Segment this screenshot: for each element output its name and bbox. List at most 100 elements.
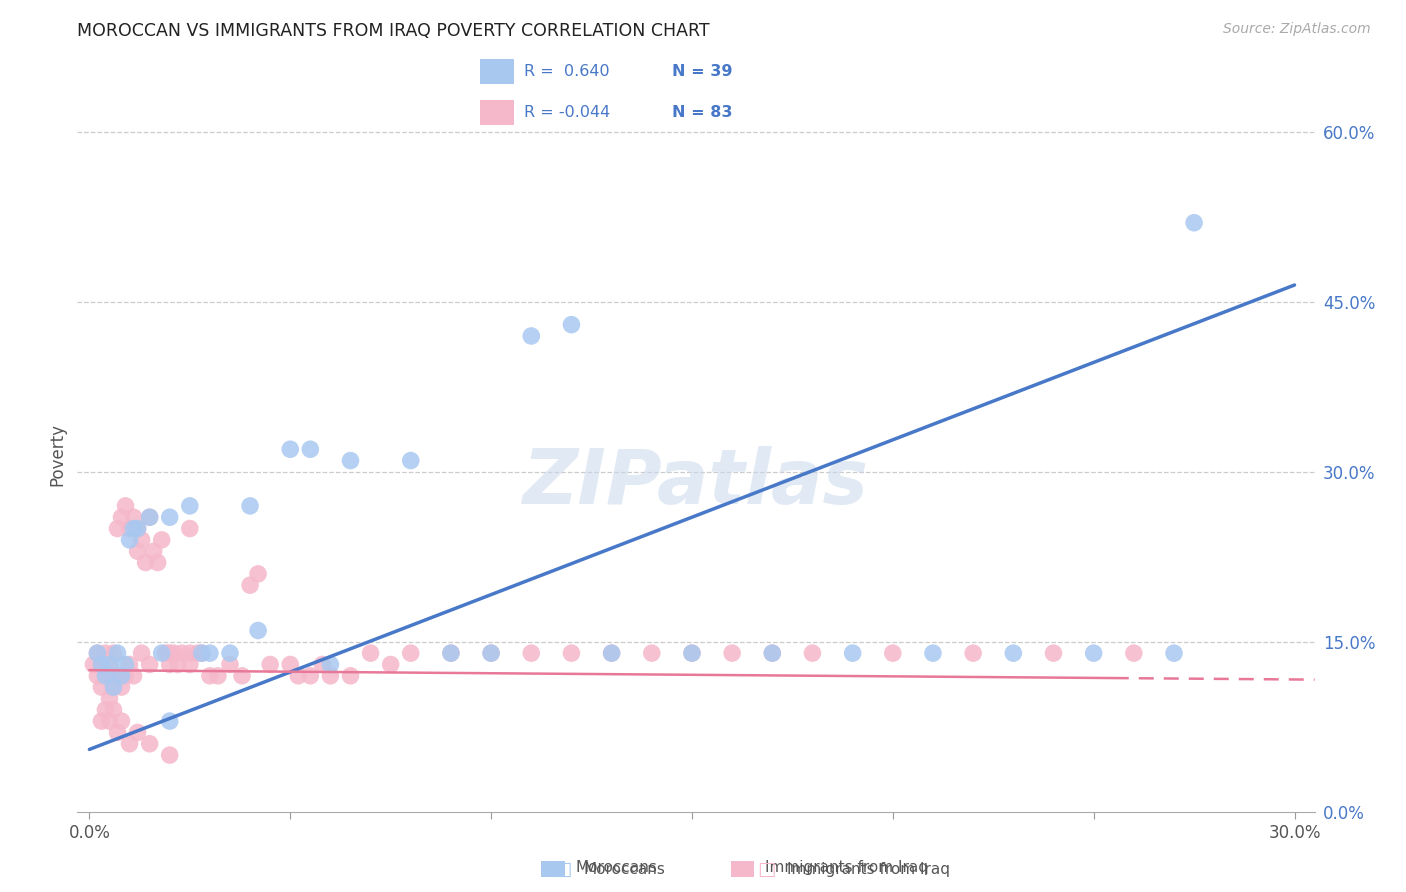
- Point: [122, 522, 145, 536]
- Point: [127, 544, 149, 558]
- Point: [247, 566, 270, 581]
- Point: [1182, 216, 1205, 230]
- Text: N = 39: N = 39: [672, 64, 733, 79]
- Point: [110, 510, 132, 524]
- Point: [131, 533, 153, 547]
- Point: [278, 442, 301, 457]
- Text: Immigrants from Iraq: Immigrants from Iraq: [765, 861, 928, 875]
- Point: [882, 646, 904, 660]
- Point: [761, 646, 783, 660]
- Point: [231, 669, 253, 683]
- Point: [259, 657, 281, 672]
- Point: [191, 646, 214, 660]
- Text: N = 83: N = 83: [672, 105, 733, 120]
- Point: [90, 680, 112, 694]
- Bar: [731, 862, 755, 878]
- Point: [287, 669, 309, 683]
- Point: [127, 522, 149, 536]
- Point: [94, 669, 117, 683]
- Point: [159, 657, 181, 672]
- Point: [138, 657, 160, 672]
- Point: [179, 646, 201, 660]
- Point: [520, 329, 543, 343]
- Point: [118, 737, 141, 751]
- Point: [90, 657, 112, 672]
- Point: [360, 646, 382, 660]
- Bar: [541, 862, 565, 878]
- Point: [399, 453, 422, 467]
- Point: [103, 703, 125, 717]
- Point: [1042, 646, 1064, 660]
- Point: [681, 646, 703, 660]
- Point: [962, 646, 984, 660]
- Point: [122, 510, 145, 524]
- Point: [86, 646, 108, 660]
- Point: [150, 646, 173, 660]
- Point: [219, 657, 242, 672]
- Point: [380, 657, 402, 672]
- Point: [127, 522, 149, 536]
- Point: [479, 646, 502, 660]
- Point: [138, 510, 160, 524]
- Point: [127, 725, 149, 739]
- Point: [299, 442, 322, 457]
- Point: [146, 556, 169, 570]
- Point: [94, 669, 117, 683]
- Text: R = -0.044: R = -0.044: [523, 105, 610, 120]
- Point: [107, 522, 129, 536]
- Point: [170, 646, 193, 660]
- Text: R =  0.640: R = 0.640: [523, 64, 609, 79]
- Point: [90, 657, 112, 672]
- Point: [122, 669, 145, 683]
- Point: [98, 669, 121, 683]
- Point: [339, 669, 361, 683]
- Point: [1002, 646, 1025, 660]
- Point: [600, 646, 623, 660]
- Point: [187, 646, 209, 660]
- Point: [219, 646, 242, 660]
- Point: [681, 646, 703, 660]
- Point: [107, 669, 129, 683]
- Y-axis label: Poverty: Poverty: [48, 424, 66, 486]
- Point: [155, 646, 177, 660]
- Point: [114, 499, 136, 513]
- Point: [247, 624, 270, 638]
- Point: [299, 669, 322, 683]
- Point: [98, 714, 121, 728]
- Point: [721, 646, 744, 660]
- Text: □: □: [756, 860, 776, 880]
- Point: [399, 646, 422, 660]
- Point: [311, 657, 333, 672]
- Point: [159, 714, 181, 728]
- Point: [103, 646, 125, 660]
- Point: [440, 646, 463, 660]
- Point: [159, 510, 181, 524]
- Point: [94, 703, 117, 717]
- Point: [118, 522, 141, 536]
- Point: [1122, 646, 1144, 660]
- Point: [239, 499, 262, 513]
- Point: [110, 680, 132, 694]
- Point: [479, 646, 502, 660]
- Point: [142, 544, 165, 558]
- Point: [82, 657, 104, 672]
- Bar: [481, 59, 515, 85]
- Text: Source: ZipAtlas.com: Source: ZipAtlas.com: [1223, 22, 1371, 37]
- Point: [520, 646, 543, 660]
- Point: [150, 533, 173, 547]
- Point: [107, 725, 129, 739]
- Point: [110, 669, 132, 683]
- Point: [90, 714, 112, 728]
- Point: [179, 522, 201, 536]
- Point: [163, 646, 186, 660]
- Point: [114, 657, 136, 672]
- Text: MOROCCAN VS IMMIGRANTS FROM IRAQ POVERTY CORRELATION CHART: MOROCCAN VS IMMIGRANTS FROM IRAQ POVERTY…: [77, 22, 710, 40]
- Point: [207, 669, 229, 683]
- Point: [86, 669, 108, 683]
- Point: [339, 453, 361, 467]
- Point: [440, 646, 463, 660]
- Point: [86, 646, 108, 660]
- Point: [103, 680, 125, 694]
- Point: [801, 646, 824, 660]
- Point: [600, 646, 623, 660]
